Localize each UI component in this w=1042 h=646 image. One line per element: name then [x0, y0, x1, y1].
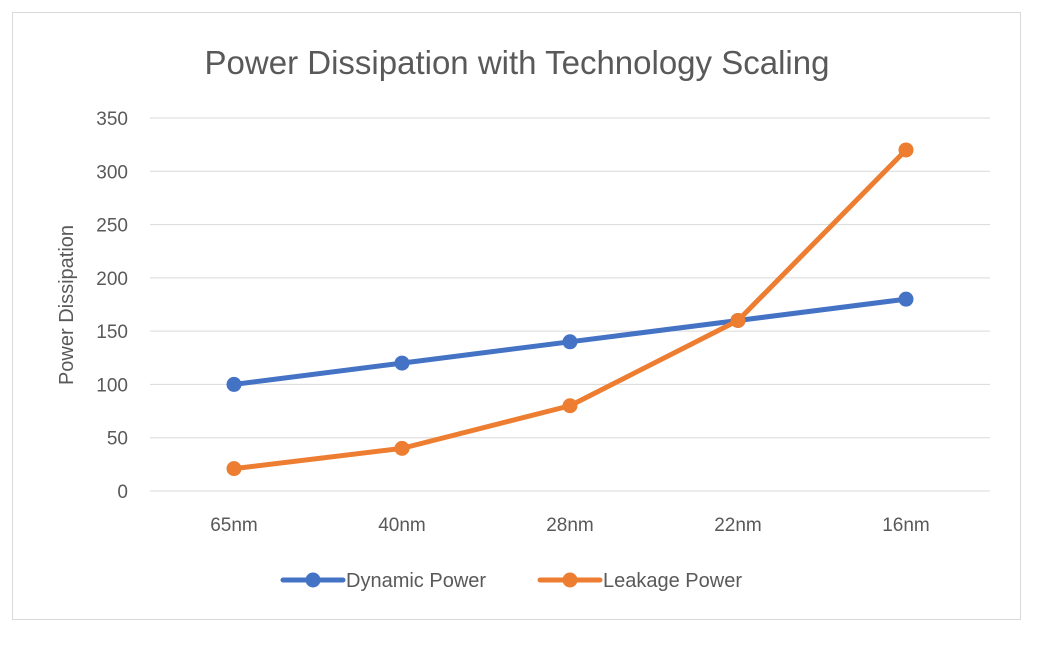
x-tick-label: 22nm — [714, 515, 762, 536]
data-point — [226, 376, 242, 392]
data-point — [394, 355, 410, 371]
series-layer — [226, 142, 914, 477]
data-point — [898, 291, 914, 307]
legend-swatch-marker — [305, 572, 321, 588]
y-tick-label: 200 — [96, 269, 128, 290]
data-point — [562, 398, 578, 414]
y-tick-label: 300 — [96, 162, 128, 183]
chart-frame — [12, 12, 1021, 620]
data-point — [730, 312, 746, 328]
data-point — [226, 461, 242, 477]
series-dynamic-power — [226, 291, 914, 392]
x-tick-label: 28nm — [546, 515, 594, 536]
y-tick-label: 0 — [117, 482, 128, 503]
gridlines — [150, 117, 990, 492]
data-point — [898, 142, 914, 158]
series-leakage-power — [226, 142, 914, 477]
x-axis-ticks: 65nm 40nm 28nm 22nm 16nm — [210, 515, 930, 536]
legend-label: Dynamic Power — [346, 570, 486, 592]
series-line — [231, 147, 909, 472]
legend-item: Leakage Power — [537, 570, 742, 592]
chart-title: Power Dissipation with Technology Scalin… — [205, 44, 830, 81]
y-tick-label: 250 — [96, 216, 128, 237]
legend-swatch-marker — [562, 572, 578, 588]
x-tick-label: 16nm — [882, 515, 930, 536]
legend-item: Dynamic Power — [280, 570, 486, 592]
x-tick-label: 65nm — [210, 515, 258, 536]
y-tick-label: 150 — [96, 322, 128, 343]
y-tick-label: 350 — [96, 109, 128, 130]
x-tick-label: 40nm — [378, 515, 426, 536]
data-point — [394, 440, 410, 456]
y-axis-ticks: 0 50 100 150 200 250 300 350 — [96, 109, 128, 503]
data-point — [562, 334, 578, 350]
y-tick-label: 50 — [107, 429, 128, 450]
legend: Dynamic Power Leakage Power — [280, 570, 742, 592]
y-tick-label: 100 — [96, 375, 128, 396]
legend-label: Leakage Power — [603, 570, 742, 592]
y-axis-label: Power Dissipation — [56, 225, 78, 385]
